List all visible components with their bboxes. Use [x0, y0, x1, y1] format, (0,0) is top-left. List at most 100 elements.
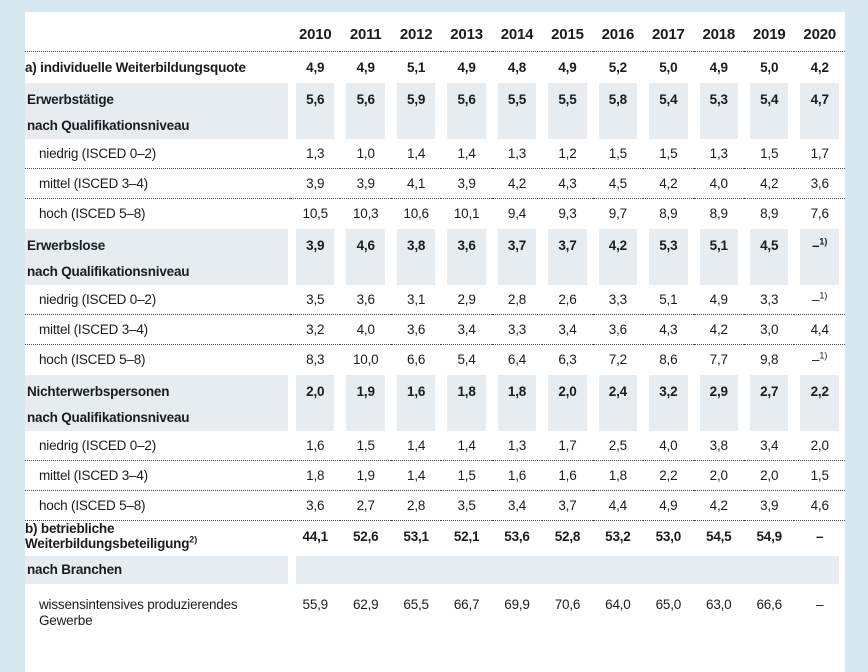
- value-cell: –: [794, 521, 845, 552]
- value-cell: 1,7: [542, 430, 593, 461]
- value-cell: 9,7: [593, 199, 643, 229]
- table-row: nach Branchen: [25, 552, 845, 588]
- value-text: 2,0: [709, 468, 728, 483]
- value-text: 4,1: [407, 176, 426, 191]
- value-text: 4,0: [709, 176, 728, 191]
- value-cell: 2,5: [592, 430, 644, 461]
- value-text: 4,2: [810, 59, 829, 75]
- value-cell: 2,7: [744, 374, 794, 431]
- value-cell: 10,6: [391, 199, 441, 229]
- value-cell: 5,9: [391, 82, 441, 139]
- value-text: 65,5: [403, 596, 429, 612]
- value-text: 70,6: [554, 596, 581, 612]
- value-text: 69,9: [504, 596, 530, 612]
- row-label: mittel (ISCED 3–4): [25, 314, 291, 345]
- value-cell: 1,2: [542, 138, 593, 169]
- value-text: 5,8: [608, 91, 627, 107]
- value-text: 2,9: [457, 291, 476, 307]
- value-cell: 3,7: [542, 228, 592, 285]
- value-text: 62,9: [352, 596, 379, 612]
- value-text: 53,0: [655, 528, 682, 544]
- value-cell: –1): [794, 228, 845, 285]
- value-cell: 4,4: [794, 314, 845, 345]
- value-text: 5,4: [659, 91, 678, 107]
- value-cell: 3,6: [340, 284, 391, 315]
- value-cell: –1): [794, 284, 845, 315]
- value-cell: 7,6: [794, 199, 845, 229]
- group-subtitle: nach Qualifikationsniveau: [27, 409, 190, 425]
- year-header: 2010: [290, 12, 341, 52]
- value-text: 6,3: [558, 352, 577, 368]
- value-text: 8,3: [306, 352, 325, 368]
- value-cell: 4,5: [592, 168, 644, 199]
- value-text: 8,6: [659, 352, 678, 368]
- value-text: 3,7: [558, 237, 577, 253]
- value-cell: 6,3: [542, 345, 592, 375]
- value-cell: 62,9: [340, 588, 390, 640]
- year-header: 2013: [441, 12, 492, 52]
- year-header: 2019: [743, 12, 795, 52]
- footnote-marker: 2): [189, 534, 198, 545]
- value-cell: 3,2: [290, 314, 341, 345]
- year-header: 2020: [794, 12, 845, 52]
- value-cell: 10,0: [340, 345, 390, 375]
- value-text: 3,6: [356, 291, 375, 307]
- value-cell: 5,4: [643, 82, 693, 139]
- value-text: 2,0: [558, 383, 577, 399]
- value-cell: 5,2: [593, 52, 643, 83]
- value-text: 2,4: [608, 383, 627, 399]
- value-text: 1,4: [407, 145, 426, 161]
- value-text: 1,4: [407, 468, 426, 483]
- value-text: 3,6: [407, 322, 426, 337]
- value-cell: 4,3: [643, 314, 694, 345]
- value-text: 9,4: [507, 206, 527, 222]
- value-cell: 3,7: [542, 490, 593, 521]
- value-cell: 3,3: [743, 284, 795, 315]
- value-cell: 54,5: [694, 521, 744, 552]
- value-text: 53,2: [605, 528, 631, 544]
- value-text: 4,2: [709, 498, 728, 513]
- value-text: 3,9: [457, 176, 476, 191]
- value-text: 3,4: [507, 498, 527, 513]
- year-header: 2014: [491, 12, 543, 52]
- value-text: 1,3: [306, 145, 325, 161]
- value-cell: 65,5: [391, 588, 441, 640]
- value-cell: 2,0: [693, 460, 744, 491]
- value-cell: 3,9: [441, 168, 492, 199]
- value-text: 1,9: [356, 383, 375, 399]
- table-row: b) betriebliche Weiterbildungsbeteiligun…: [25, 521, 845, 552]
- value-cell: 2,0: [290, 374, 340, 431]
- value-text: 3,9: [760, 498, 779, 513]
- value-cell: 3,9: [743, 490, 795, 521]
- value-text: 2,6: [558, 291, 577, 307]
- footnote-marker: 1): [819, 236, 828, 246]
- value-text: 5,9: [407, 91, 426, 107]
- value-cell: 52,1: [441, 521, 491, 552]
- value-cell: 1,8: [441, 374, 491, 431]
- value-text: 1,9: [356, 468, 375, 483]
- value-text: 3,6: [608, 322, 627, 337]
- value-text: 10,3: [352, 206, 379, 222]
- value-text: 3,9: [356, 176, 375, 191]
- value-text: 1,8: [608, 468, 627, 483]
- value-cell: 66,7: [441, 588, 491, 640]
- value-cell: 2,6: [542, 284, 593, 315]
- year-header: 2011: [340, 12, 391, 52]
- value-cell: 4,9: [290, 52, 340, 83]
- value-text: 4,9: [356, 59, 375, 75]
- value-text: 10,6: [403, 206, 429, 222]
- table-row: hoch (ISCED 5–8) 3,6 2,7 2,8 3,5 3,4 3,7 4,4 4,9…: [25, 490, 845, 521]
- row-label: nach Branchen: [25, 552, 290, 588]
- value-text: 10,5: [302, 206, 329, 222]
- value-text: 1,2: [558, 145, 577, 161]
- value-cell: 3,7: [492, 228, 542, 285]
- value-text: 65,0: [655, 596, 682, 612]
- value-text: 52,1: [453, 528, 480, 544]
- value-text: 4,0: [356, 322, 375, 337]
- value-cell: 1,7: [794, 138, 845, 169]
- group-subtitle: nach Qualifikationsniveau: [27, 263, 190, 279]
- value-text: 3,4: [457, 322, 476, 337]
- value-text: 1,4: [457, 437, 476, 453]
- value-cell: 4,2: [693, 314, 744, 345]
- value-cell: 2,9: [441, 284, 492, 315]
